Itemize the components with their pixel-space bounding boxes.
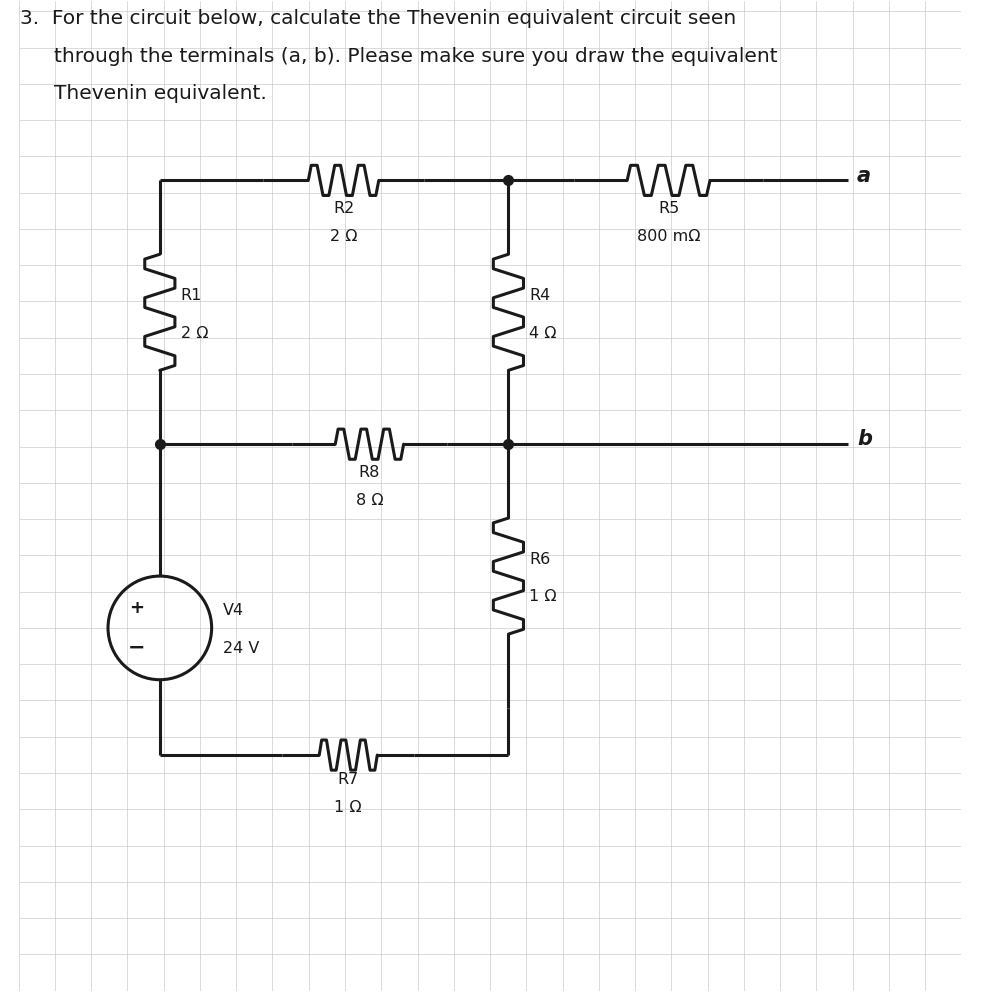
Text: 24 V: 24 V bbox=[223, 641, 259, 656]
Text: 2 Ω: 2 Ω bbox=[330, 229, 358, 244]
Text: R6: R6 bbox=[529, 552, 551, 566]
Text: R7: R7 bbox=[338, 772, 359, 787]
Text: −: − bbox=[128, 638, 145, 658]
Text: 2 Ω: 2 Ω bbox=[180, 325, 208, 340]
Text: b: b bbox=[857, 430, 872, 449]
Text: 4 Ω: 4 Ω bbox=[529, 325, 557, 340]
Text: a: a bbox=[857, 166, 871, 186]
Text: R5: R5 bbox=[658, 201, 680, 216]
Text: R8: R8 bbox=[359, 465, 380, 480]
Text: Thevenin equivalent.: Thevenin equivalent. bbox=[54, 84, 267, 103]
Text: R4: R4 bbox=[529, 288, 551, 303]
Text: 800 mΩ: 800 mΩ bbox=[637, 229, 700, 244]
Text: +: + bbox=[129, 599, 144, 617]
Text: through the terminals (a, b). Please make sure you draw the equivalent: through the terminals (a, b). Please mak… bbox=[54, 47, 778, 65]
Text: 3.  For the circuit below, calculate the Thevenin equivalent circuit seen: 3. For the circuit below, calculate the … bbox=[21, 9, 737, 28]
Text: R2: R2 bbox=[333, 201, 355, 216]
Text: 1 Ω: 1 Ω bbox=[335, 801, 362, 815]
Text: V4: V4 bbox=[223, 603, 244, 618]
Text: R1: R1 bbox=[180, 288, 202, 303]
Text: 1 Ω: 1 Ω bbox=[529, 589, 557, 604]
Text: 8 Ω: 8 Ω bbox=[356, 493, 383, 508]
